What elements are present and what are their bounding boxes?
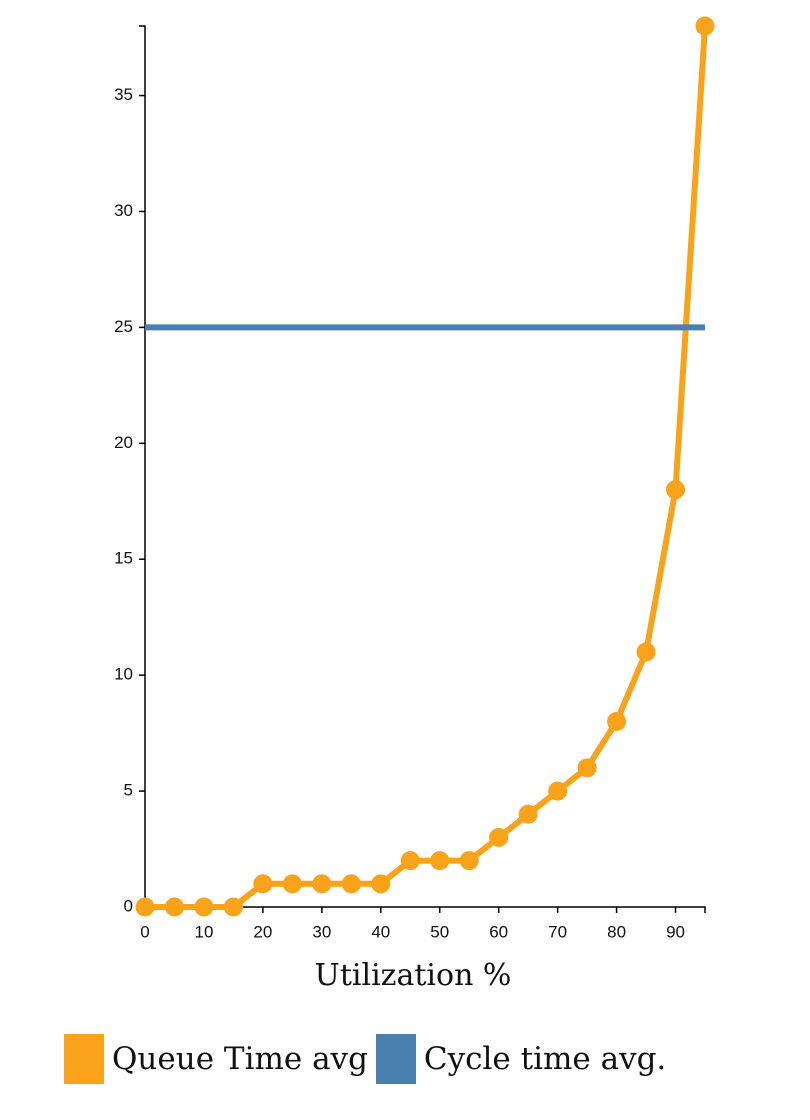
legend-label-cycle-time: Cycle time avg.	[423, 1041, 667, 1077]
series-0-point-5	[282, 874, 302, 894]
series-0-point-4	[253, 874, 273, 894]
series-0-point-2	[194, 897, 214, 917]
series-0-point-17	[636, 642, 656, 662]
y-tick-label-15: 15	[114, 549, 133, 568]
y-tick-label-30: 30	[114, 201, 133, 220]
series-0-point-9	[400, 851, 420, 871]
series-0-point-12	[489, 827, 509, 847]
x-tick-label-20: 20	[253, 922, 272, 941]
x-tick-label-30: 30	[312, 922, 331, 941]
x-tick-label-40: 40	[371, 922, 390, 941]
series-0-point-15	[577, 758, 597, 778]
y-tick-label-10: 10	[114, 665, 133, 684]
x-tick-label-90: 90	[666, 922, 685, 941]
legend-swatch-queue-time	[64, 1034, 104, 1084]
x-tick-label-70: 70	[548, 922, 567, 941]
series-0-point-7	[341, 874, 361, 894]
series-layer	[135, 16, 715, 917]
series-0-point-10	[430, 851, 450, 871]
legend-item-queue-time: Queue Time avg	[64, 1034, 368, 1084]
series-0-point-3	[223, 897, 243, 917]
series-0-point-11	[459, 851, 479, 871]
x-tick-label-60: 60	[489, 922, 508, 941]
series-0-point-1	[164, 897, 184, 917]
legend-swatch-cycle-time	[375, 1034, 416, 1084]
y-tick-label-5: 5	[124, 781, 133, 800]
x-tick-label-80: 80	[607, 922, 626, 941]
series-0-point-18	[666, 480, 686, 500]
series-line-0	[145, 25, 708, 910]
x-tick-label-50: 50	[430, 922, 449, 941]
y-tick-label-20: 20	[114, 433, 133, 452]
x-tick-label-10: 10	[194, 922, 213, 941]
legend-label-queue-time: Queue Time avg	[112, 1041, 368, 1077]
y-tick-label-35: 35	[114, 85, 133, 104]
y-tick-label-0: 0	[124, 896, 133, 915]
series-0-point-0	[135, 897, 155, 917]
series-0-point-19	[695, 16, 715, 36]
series-0-point-6	[312, 874, 332, 894]
series-0-point-8	[371, 874, 391, 894]
x-axis-title: Utilization %	[315, 958, 512, 993]
series-0-point-13	[518, 804, 538, 824]
x-tick-label-0: 0	[140, 922, 149, 941]
series-0-point-14	[548, 781, 568, 801]
y-axis-line	[139, 25, 146, 908]
y-tick-label-25: 25	[114, 317, 133, 336]
legend: Queue Time avg Cycle time avg.	[64, 1034, 674, 1084]
x-axis: 0 10 20 30 40 50 60 70 80 90	[140, 906, 706, 941]
line-chart: 0 5 10 15 20 25 30 35 0 10 20 30 40 50 60 70 80 90 Utili…	[114, 16, 715, 993]
series-0-point-16	[607, 712, 627, 732]
legend-item-cycle-time: Cycle time avg.	[375, 1034, 667, 1084]
y-axis: 0 5 10 15 20 25 30 35	[114, 25, 146, 915]
